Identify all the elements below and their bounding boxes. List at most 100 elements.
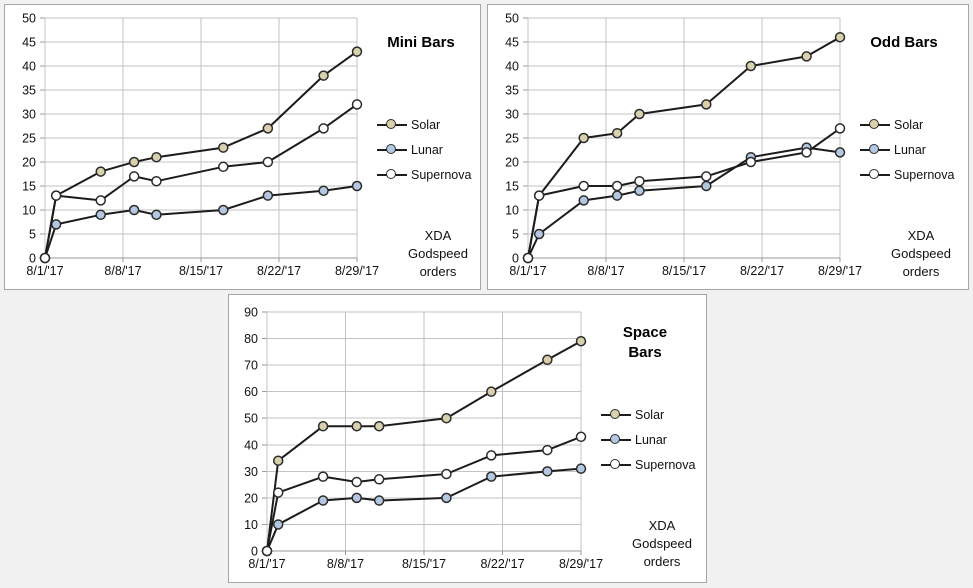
svg-text:20: 20 bbox=[244, 491, 258, 505]
footnote-line: XDA bbox=[648, 518, 676, 533]
supernova-series-marker-icon bbox=[601, 459, 631, 469]
svg-text:8/1/'17: 8/1/'17 bbox=[509, 264, 546, 278]
footnote-line: Godspeed bbox=[408, 246, 468, 261]
legend-item-lunar: Lunar bbox=[377, 137, 471, 162]
svg-text:8/29/'17: 8/29/'17 bbox=[559, 557, 603, 571]
svg-text:35: 35 bbox=[505, 84, 519, 98]
space-bars-plot: 0 10 20 30 40 50 60 70 80 90 8/1/'17 8/8/'17 8/15/'1… bbox=[244, 306, 603, 572]
svg-text:8/29/'17: 8/29/'17 bbox=[818, 264, 862, 278]
svg-text:30: 30 bbox=[22, 108, 36, 122]
footnote-line: orders bbox=[643, 554, 681, 569]
svg-text:8/8/'17: 8/8/'17 bbox=[104, 264, 141, 278]
svg-text:10: 10 bbox=[505, 204, 519, 218]
svg-text:0: 0 bbox=[512, 252, 519, 266]
svg-text:20: 20 bbox=[22, 156, 36, 170]
solar-series-marker-icon bbox=[860, 119, 890, 129]
legend-label: Lunar bbox=[635, 432, 667, 447]
solar-series-marker-icon bbox=[377, 119, 407, 129]
footnote-line: XDA bbox=[424, 228, 452, 243]
svg-text:70: 70 bbox=[244, 359, 258, 373]
legend-label: Solar bbox=[411, 117, 441, 132]
legend-label: Solar bbox=[635, 407, 665, 422]
footnote-line: XDA bbox=[907, 228, 935, 243]
chart-title-mini-bars: Mini Bars bbox=[361, 33, 481, 53]
legend-item-supernova: Supernova bbox=[601, 452, 695, 477]
svg-text:15: 15 bbox=[505, 180, 519, 194]
legend-item-solar: Solar bbox=[601, 402, 695, 427]
svg-text:8/15/'17: 8/15/'17 bbox=[179, 264, 223, 278]
svg-text:5: 5 bbox=[512, 228, 519, 242]
chart-title-space-bars: Space Bars bbox=[585, 323, 705, 363]
footnote: XDA Godspeed orders bbox=[860, 227, 973, 281]
odd-bars-plot: 0 5 10 15 20 25 30 35 40 45 50 8/1/'17 8/8/'17 8/15/'… bbox=[505, 12, 862, 279]
svg-text:25: 25 bbox=[505, 132, 519, 146]
svg-text:10: 10 bbox=[244, 518, 258, 532]
solar-series-marker-icon bbox=[601, 409, 631, 419]
svg-text:5: 5 bbox=[29, 228, 36, 242]
legend: Solar Lunar Supernova bbox=[377, 112, 471, 187]
svg-text:0: 0 bbox=[29, 252, 36, 266]
svg-text:8/1/'17: 8/1/'17 bbox=[26, 264, 63, 278]
legend-label: Lunar bbox=[411, 142, 443, 157]
chart-panel-odd-bars: 0 5 10 15 20 25 30 35 40 45 50 8/1/'17 8/8/'17 8/15/'… bbox=[487, 4, 969, 290]
lunar-series-marker-icon bbox=[860, 144, 890, 154]
supernova-series-marker-icon bbox=[377, 169, 407, 179]
legend-item-lunar: Lunar bbox=[601, 427, 695, 452]
supernova-series-marker-icon bbox=[860, 169, 890, 179]
mini-bars-plot: 0 5 10 15 20 25 30 35 40 45 50 8/1/'17 8/8/'17 8/15/'… bbox=[22, 12, 379, 279]
chart-panel-space-bars: 0 10 20 30 40 50 60 70 80 90 8/1/'17 8/8/'17 8/15/'1… bbox=[228, 294, 707, 583]
svg-text:0: 0 bbox=[251, 545, 258, 559]
svg-text:8/8/'17: 8/8/'17 bbox=[587, 264, 624, 278]
svg-text:45: 45 bbox=[22, 36, 36, 50]
svg-text:8/15/'17: 8/15/'17 bbox=[402, 557, 446, 571]
chart-title-line: Space bbox=[622, 324, 668, 341]
svg-text:60: 60 bbox=[244, 385, 258, 399]
footnote-line: orders bbox=[902, 264, 940, 279]
svg-text:8/29/'17: 8/29/'17 bbox=[335, 264, 379, 278]
svg-text:8/15/'17: 8/15/'17 bbox=[662, 264, 706, 278]
chart-title-line: Bars bbox=[628, 344, 662, 361]
svg-text:40: 40 bbox=[22, 60, 36, 74]
svg-text:80: 80 bbox=[244, 332, 258, 346]
legend-item-supernova: Supernova bbox=[860, 162, 954, 187]
chart-panel-mini-bars: 0 5 10 15 20 25 30 35 40 45 50 8/1/'17 8/8/'17 8/15/'… bbox=[4, 4, 481, 290]
footnote-line: Godspeed bbox=[632, 536, 692, 551]
legend-label: Supernova bbox=[411, 167, 472, 182]
legend-item-lunar: Lunar bbox=[860, 137, 954, 162]
footnote: XDA Godspeed orders bbox=[601, 517, 723, 571]
legend-item-supernova: Supernova bbox=[377, 162, 471, 187]
legend-label: Supernova bbox=[894, 167, 955, 182]
svg-text:20: 20 bbox=[505, 156, 519, 170]
chart-title-odd-bars: Odd Bars bbox=[844, 33, 964, 53]
svg-text:50: 50 bbox=[505, 12, 519, 26]
legend-label: Lunar bbox=[894, 142, 926, 157]
svg-text:8/22/'17: 8/22/'17 bbox=[257, 264, 301, 278]
svg-text:8/1/'17: 8/1/'17 bbox=[248, 557, 285, 571]
svg-text:50: 50 bbox=[22, 12, 36, 26]
svg-text:8/22/'17: 8/22/'17 bbox=[480, 557, 524, 571]
legend-item-solar: Solar bbox=[860, 112, 954, 137]
svg-text:30: 30 bbox=[244, 465, 258, 479]
svg-text:35: 35 bbox=[22, 84, 36, 98]
footnote-line: Godspeed bbox=[891, 246, 951, 261]
svg-text:45: 45 bbox=[505, 36, 519, 50]
svg-text:30: 30 bbox=[505, 108, 519, 122]
legend-label: Solar bbox=[894, 117, 924, 132]
footnote-line: orders bbox=[419, 264, 457, 279]
svg-text:8/8/'17: 8/8/'17 bbox=[327, 557, 364, 571]
svg-text:40: 40 bbox=[244, 438, 258, 452]
chart-title-line: Mini Bars bbox=[387, 34, 455, 51]
chart-title-line: Odd Bars bbox=[870, 34, 938, 51]
legend-label: Supernova bbox=[635, 457, 696, 472]
svg-text:15: 15 bbox=[22, 180, 36, 194]
svg-text:10: 10 bbox=[22, 204, 36, 218]
legend: Solar Lunar Supernova bbox=[601, 402, 695, 477]
legend-item-solar: Solar bbox=[377, 112, 471, 137]
legend: Solar Lunar Supernova bbox=[860, 112, 954, 187]
svg-text:25: 25 bbox=[22, 132, 36, 146]
svg-text:50: 50 bbox=[244, 412, 258, 426]
svg-text:8/22/'17: 8/22/'17 bbox=[740, 264, 784, 278]
lunar-series-marker-icon bbox=[377, 144, 407, 154]
svg-text:40: 40 bbox=[505, 60, 519, 74]
